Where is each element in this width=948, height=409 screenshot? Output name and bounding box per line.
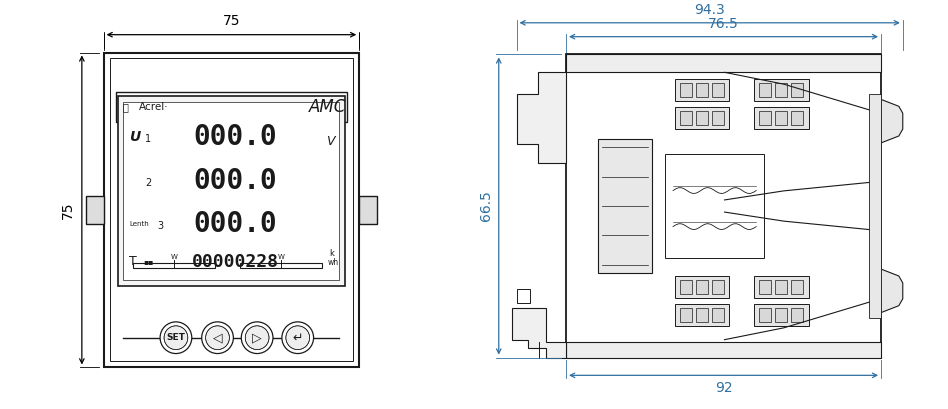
Bar bbox=[712, 308, 723, 322]
Bar bbox=[675, 79, 729, 101]
Bar bbox=[566, 54, 881, 357]
Bar bbox=[696, 111, 708, 125]
Bar bbox=[110, 58, 354, 362]
Bar bbox=[791, 280, 803, 294]
Text: 66.5: 66.5 bbox=[479, 191, 493, 221]
Circle shape bbox=[286, 326, 310, 350]
Text: V: V bbox=[326, 135, 335, 148]
Circle shape bbox=[164, 326, 188, 350]
Text: AMC: AMC bbox=[309, 98, 346, 116]
Text: 76.5: 76.5 bbox=[708, 17, 738, 31]
Circle shape bbox=[206, 326, 229, 350]
Bar bbox=[675, 276, 729, 298]
Bar bbox=[103, 52, 359, 367]
Bar bbox=[696, 280, 708, 294]
Bar bbox=[791, 83, 803, 97]
Bar bbox=[359, 196, 377, 224]
Bar bbox=[566, 54, 881, 72]
Text: W: W bbox=[278, 254, 284, 261]
Bar bbox=[755, 304, 809, 326]
Text: Ⓢ: Ⓢ bbox=[122, 102, 128, 112]
Text: 00000228: 00000228 bbox=[192, 253, 280, 271]
Bar bbox=[712, 280, 723, 294]
Bar bbox=[598, 139, 652, 273]
Bar bbox=[680, 280, 692, 294]
Bar bbox=[759, 111, 771, 125]
Bar bbox=[665, 155, 764, 258]
Bar bbox=[680, 111, 692, 125]
Bar bbox=[775, 280, 787, 294]
Bar bbox=[775, 308, 787, 322]
Text: wh: wh bbox=[327, 258, 338, 267]
Bar bbox=[680, 308, 692, 322]
Text: 3: 3 bbox=[157, 221, 163, 231]
Text: U: U bbox=[129, 130, 140, 144]
Bar bbox=[759, 280, 771, 294]
Text: 75: 75 bbox=[223, 14, 240, 28]
Bar bbox=[696, 83, 708, 97]
Text: ▪▪: ▪▪ bbox=[143, 257, 154, 266]
Text: T: T bbox=[129, 255, 137, 268]
Text: SET: SET bbox=[167, 333, 186, 342]
Text: 000.0: 000.0 bbox=[193, 123, 278, 151]
Bar bbox=[675, 304, 729, 326]
Bar bbox=[675, 107, 729, 129]
Bar bbox=[123, 102, 339, 280]
Text: 75: 75 bbox=[61, 201, 75, 219]
Polygon shape bbox=[881, 99, 902, 143]
Bar bbox=[712, 83, 723, 97]
Polygon shape bbox=[881, 269, 902, 312]
Text: k: k bbox=[330, 249, 335, 258]
Bar bbox=[86, 196, 103, 224]
Bar bbox=[712, 111, 723, 125]
Bar bbox=[755, 79, 809, 101]
Circle shape bbox=[246, 326, 269, 350]
Bar bbox=[359, 196, 377, 224]
Bar bbox=[869, 94, 881, 318]
Circle shape bbox=[282, 322, 314, 353]
Bar bbox=[759, 83, 771, 97]
Text: 92: 92 bbox=[715, 381, 733, 395]
Text: Acrel·: Acrel· bbox=[139, 102, 169, 112]
Bar bbox=[566, 342, 881, 357]
Text: ◁: ◁ bbox=[212, 331, 223, 344]
Bar bbox=[791, 111, 803, 125]
Text: ▷: ▷ bbox=[252, 331, 262, 344]
Bar bbox=[118, 96, 345, 286]
Bar bbox=[696, 308, 708, 322]
Bar bbox=[775, 111, 787, 125]
Bar bbox=[759, 308, 771, 322]
Text: W: W bbox=[171, 254, 178, 261]
Bar bbox=[134, 263, 215, 268]
Circle shape bbox=[202, 322, 233, 353]
Text: 1: 1 bbox=[145, 134, 152, 144]
Bar bbox=[680, 83, 692, 97]
Text: 94.3: 94.3 bbox=[694, 3, 725, 17]
Polygon shape bbox=[512, 308, 566, 357]
Text: 000.0: 000.0 bbox=[193, 167, 278, 195]
Bar bbox=[240, 263, 322, 268]
Bar bbox=[755, 107, 809, 129]
Text: 000.0: 000.0 bbox=[193, 210, 278, 238]
Bar bbox=[86, 196, 103, 224]
Bar bbox=[119, 97, 181, 117]
Bar bbox=[116, 92, 347, 122]
Circle shape bbox=[242, 322, 273, 353]
Bar bbox=[517, 289, 531, 303]
Text: ↵: ↵ bbox=[293, 331, 303, 344]
Polygon shape bbox=[517, 72, 566, 164]
Circle shape bbox=[160, 322, 191, 353]
Bar bbox=[755, 276, 809, 298]
Text: 2: 2 bbox=[145, 178, 152, 188]
Bar bbox=[791, 308, 803, 322]
Text: Lenth: Lenth bbox=[129, 221, 149, 227]
Bar bbox=[775, 83, 787, 97]
